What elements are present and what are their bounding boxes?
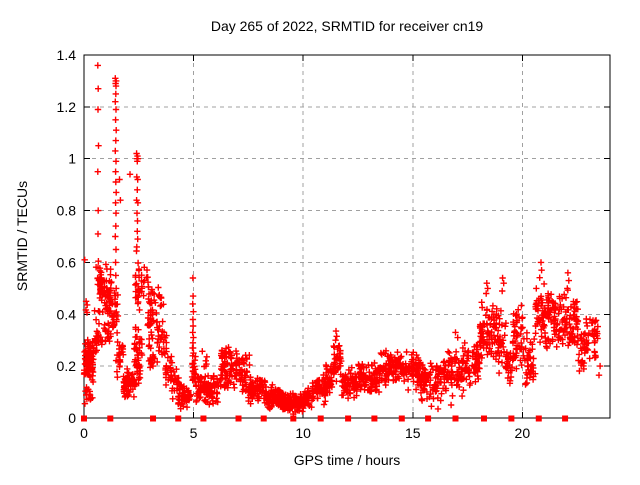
x-tick-label-15: 15 <box>405 425 421 441</box>
y-tick-label-1.4: 1.4 <box>57 47 77 63</box>
event-square-marker <box>425 415 432 422</box>
event-square-marker <box>150 415 157 422</box>
event-square-marker <box>345 415 352 422</box>
y-tick-label-0.6: 0.6 <box>57 254 77 270</box>
y-tick-label-0.4: 0.4 <box>57 306 77 322</box>
event-square-marker <box>81 415 87 422</box>
x-tick-label-10: 10 <box>295 425 311 441</box>
y-tick-label-1: 1 <box>68 151 76 167</box>
scatter-points <box>80 62 604 422</box>
event-square-marker <box>317 415 324 422</box>
y-tick-label-0.2: 0.2 <box>57 358 77 374</box>
event-square-marker <box>535 415 542 422</box>
x-tick-label-0: 0 <box>80 425 88 441</box>
y-tick-label-0: 0 <box>68 410 76 426</box>
event-square-marker <box>290 415 297 422</box>
event-square-marker <box>235 415 242 422</box>
event-square-marker <box>371 415 378 422</box>
y-axis-label: SRMTID / TECUs <box>14 181 30 291</box>
event-square-marker <box>175 415 182 422</box>
x-tick-label-5: 5 <box>190 425 198 441</box>
event-square-marker <box>452 415 459 422</box>
y-tick-label-1.2: 1.2 <box>57 99 77 115</box>
chart-title: Day 265 of 2022, SRMTID for receiver cn1… <box>211 18 484 34</box>
srmtid-plus-markers <box>80 62 604 418</box>
event-square-marker <box>398 415 405 422</box>
event-square-marker <box>508 415 515 422</box>
event-square-marker <box>480 415 487 422</box>
y-tick-label-0.8: 0.8 <box>57 203 77 219</box>
event-square-marker <box>260 415 267 422</box>
event-square-marker <box>562 415 569 422</box>
x-axis-label: GPS time / hours <box>294 452 401 468</box>
tick-labels: 0 0.2 0.4 0.6 0.8 1 1.2 1.4 0 5 10 15 20 <box>57 47 531 441</box>
x-tick-label-20: 20 <box>515 425 531 441</box>
event-square-marker <box>200 415 207 422</box>
event-square-marker <box>107 415 114 422</box>
